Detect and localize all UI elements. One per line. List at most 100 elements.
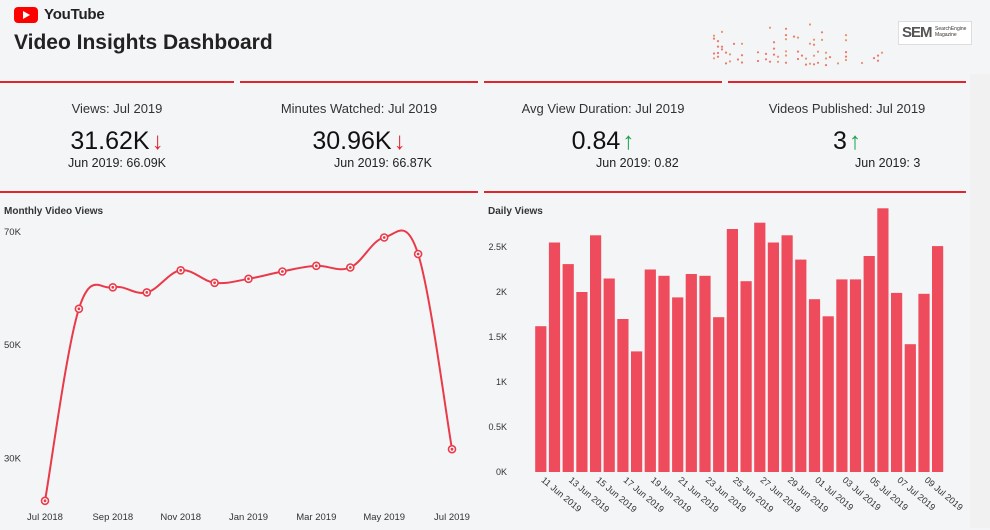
decorative-dot <box>796 57 800 61</box>
kpi-card-videos-published: Videos Published: Jul 2019 3↑ Jun 2019: … <box>728 81 966 187</box>
data-point-center <box>179 268 183 272</box>
decorative-dot <box>724 62 728 65</box>
decorative-dot <box>716 40 720 43</box>
bar-25-jun-2019[interactable] <box>726 229 738 472</box>
bar-10-jul-2019[interactable] <box>932 246 944 472</box>
bar-23-jun-2019[interactable] <box>699 275 711 472</box>
decorative-dot <box>776 60 780 63</box>
decorative-dot <box>720 45 724 48</box>
youtube-brand: YouTube <box>44 6 105 23</box>
y-tick-label: 30K <box>4 453 22 464</box>
bar-01-jul-2019[interactable] <box>808 299 821 472</box>
decorative-dot <box>820 38 824 42</box>
arrow-up-icon: ↑ <box>848 128 861 155</box>
monthly-views-panel: Monthly Video Views 30K 50K 70K Jul 2018 Sep… <box>0 191 478 530</box>
kpi-label: Views: Jul 2019 <box>71 101 163 116</box>
dashboard-header: YouTube Video Insights Dashboard SEM Sea… <box>0 0 990 74</box>
decorative-dot <box>712 34 716 37</box>
bar-02-jul-2019[interactable] <box>822 316 834 472</box>
bar-13-jun-2019[interactable] <box>562 264 574 472</box>
decorative-dot <box>844 55 848 58</box>
bar-18-jun-2019[interactable] <box>631 351 643 472</box>
decorative-dot <box>740 54 744 57</box>
bar-27-jun-2019[interactable] <box>754 222 766 472</box>
x-tick-label: Jul 2019 <box>434 512 470 523</box>
decorative-dot <box>716 45 720 48</box>
sem-logo-text: SearchEngine Magazine <box>935 26 967 38</box>
kpi-label: Minutes Watched: Jul 2019 <box>280 101 438 116</box>
decorative-dot <box>712 57 716 60</box>
y-tick-label: 2K <box>496 287 507 297</box>
decorative-dot <box>764 58 768 61</box>
bar-20-jun-2019[interactable] <box>658 275 670 472</box>
bar-28-jun-2019[interactable] <box>767 242 779 473</box>
bar-16-jun-2019[interactable] <box>603 278 615 473</box>
x-tick-label: Nov 2018 <box>160 512 201 523</box>
decorative-dot <box>724 51 728 54</box>
bar-05-jul-2019[interactable] <box>863 256 875 472</box>
decorative-dot <box>860 61 864 65</box>
page-scrollbar[interactable] <box>970 74 990 528</box>
bar-03-jul-2019[interactable] <box>836 279 848 472</box>
x-tick-label: Sep 2018 <box>92 512 133 523</box>
bar-29-jun-2019[interactable] <box>781 235 793 472</box>
x-tick-label: Jan 2019 <box>229 512 268 523</box>
kpi-card-views: Views: Jul 2019 31.62K↓ Jun 2019: 66.09K <box>0 81 234 187</box>
bar-14-jun-2019[interactable] <box>576 292 588 472</box>
bar-22-jun-2019[interactable] <box>685 274 697 472</box>
kpi-value: 0.84↑ <box>571 127 635 155</box>
x-tick-label: May 2019 <box>363 512 405 523</box>
data-point-center <box>314 264 318 268</box>
decorative-dot <box>812 63 816 66</box>
bar-04-jul-2019[interactable] <box>849 279 862 472</box>
bar-15-jun-2019[interactable] <box>590 235 602 472</box>
bar-30-jun-2019[interactable] <box>795 259 807 472</box>
x-tick-label: Mar 2019 <box>296 512 336 523</box>
decorative-dot <box>824 57 828 60</box>
decorative-dot <box>836 62 840 65</box>
bar-19-jun-2019[interactable] <box>644 269 656 473</box>
decorative-dot <box>796 36 800 39</box>
bar-11-jun-2019[interactable] <box>535 326 547 472</box>
y-tick-label: 50K <box>4 340 22 351</box>
decorative-dot <box>716 51 720 55</box>
decorative-dot <box>784 34 788 37</box>
decorative-dot <box>784 50 788 53</box>
decorative-dot <box>720 48 724 51</box>
bar-17-jun-2019[interactable] <box>617 319 629 472</box>
decorative-dot <box>872 57 876 60</box>
decorative-dot <box>808 62 812 65</box>
decorative-dot <box>784 61 788 64</box>
y-tick-label: 0.5K <box>488 422 507 432</box>
data-point-center <box>416 252 420 256</box>
bar-08-jul-2019[interactable] <box>904 344 916 472</box>
y-tick-label: 0K <box>496 467 507 477</box>
bar-06-jul-2019[interactable] <box>877 208 889 473</box>
decorative-dot <box>772 41 776 44</box>
decorative-dot <box>812 54 816 57</box>
bar-26-jun-2019[interactable] <box>740 281 752 472</box>
decorative-dot <box>784 27 788 30</box>
kpi-value: 31.62K↓ <box>70 127 164 155</box>
data-point-center <box>77 307 81 311</box>
decorative-dot <box>828 56 832 59</box>
bar-07-jul-2019[interactable] <box>891 292 903 472</box>
bar-09-jul-2019[interactable] <box>918 293 930 472</box>
bar-21-jun-2019[interactable] <box>672 297 684 472</box>
decorative-dot <box>824 64 828 67</box>
decorative-dot <box>716 55 720 58</box>
bar-12-jun-2019[interactable] <box>548 242 561 473</box>
bar-24-jun-2019[interactable] <box>713 317 725 472</box>
decorative-dot <box>800 54 804 57</box>
decorative-dot <box>796 50 800 53</box>
kpi-label: Videos Published: Jul 2019 <box>768 101 926 116</box>
data-point-center <box>281 270 284 273</box>
kpi-label: Avg View Duration: Jul 2019 <box>521 101 685 116</box>
decorative-dot <box>772 47 776 50</box>
decorative-dot <box>756 59 760 63</box>
decorative-dot <box>816 61 820 64</box>
arrow-up-icon: ↑ <box>622 128 635 155</box>
arrow-down-icon: ↓ <box>151 128 164 155</box>
kpi-previous: Jun 2019: 0.82 <box>596 156 679 170</box>
